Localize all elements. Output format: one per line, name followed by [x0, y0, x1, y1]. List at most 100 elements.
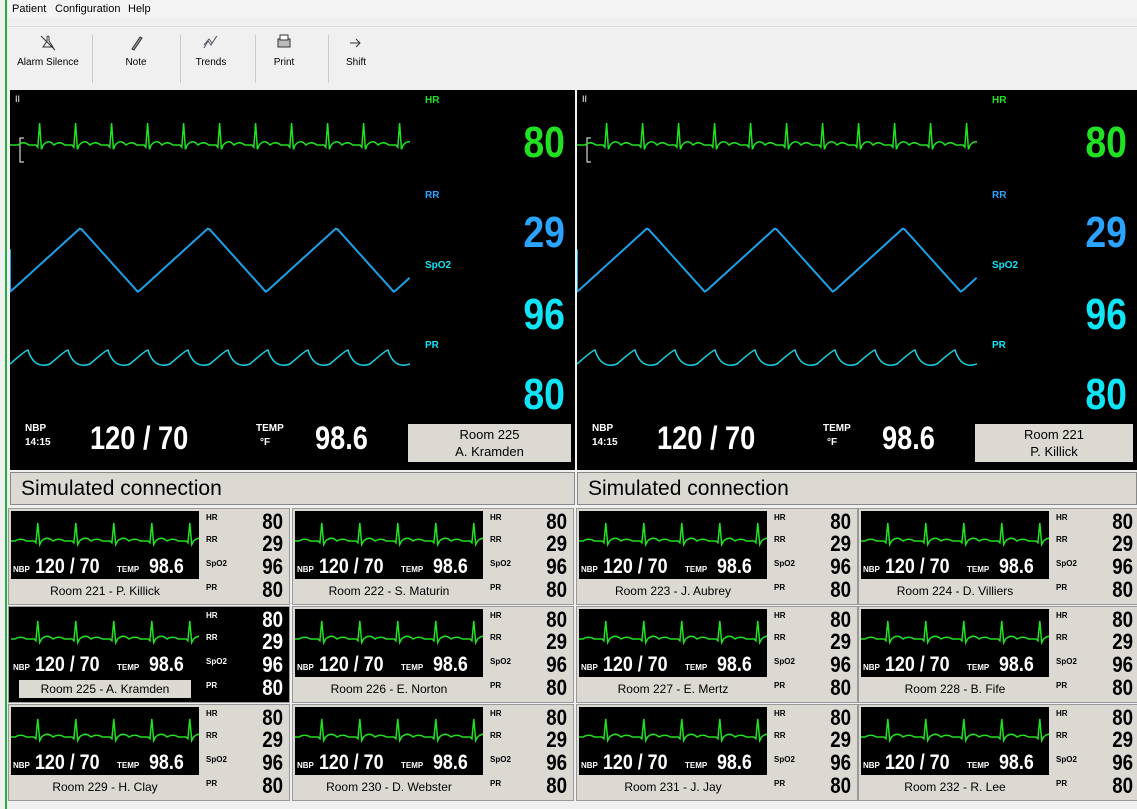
tile-temp-label: TEMP: [685, 565, 708, 574]
tile-rr-label: RR: [1056, 535, 1068, 544]
hr-label: HR: [425, 95, 440, 106]
tile-hr-value: 80: [1112, 705, 1133, 730]
menu-item[interactable]: Patient: [12, 3, 47, 15]
pleth-waveform: [10, 227, 410, 293]
tile-waveform-area: [295, 707, 483, 775]
patient-tile[interactable]: NBP 120 / 70 TEMP 98.6 Room 227 - E. Mertz HR…: [576, 606, 858, 703]
tile-waveform-area: [579, 609, 767, 677]
resp-trace: [577, 349, 977, 366]
tile-rr-value: 29: [262, 727, 283, 752]
tile-rr-label: RR: [490, 535, 502, 544]
tile-ecg-waveform: [295, 522, 483, 548]
rr-value: 29: [1085, 208, 1127, 257]
tile-waveform-area: [861, 707, 1049, 775]
tile-room: Room 229 - H. Clay: [52, 780, 158, 794]
tile-nbp-value: 120 / 70: [603, 751, 668, 774]
toolbar-button[interactable]: Trends: [171, 31, 251, 87]
patient-tile[interactable]: NBP 120 / 70 TEMP 98.6 Room 228 - B. Fife HR 8…: [858, 606, 1137, 703]
tile-ecg-waveform: [579, 522, 767, 548]
tile-pr-value: 80: [546, 675, 567, 700]
tile-hr-label: HR: [206, 513, 218, 522]
tile-hr-value: 80: [830, 607, 851, 632]
tile-spo2-value: 96: [546, 554, 567, 579]
toolbar-button[interactable]: Note: [96, 31, 176, 87]
pleth-waveform: [577, 227, 977, 293]
tile-hr-value: 80: [546, 705, 567, 730]
tile-ecg-trace: [11, 718, 199, 744]
tile-waveform-area: [295, 511, 483, 579]
toolbar-label: Trends: [195, 57, 227, 68]
tile-ecg-waveform: [861, 718, 1049, 744]
tile-nbp-label: NBP: [13, 663, 30, 672]
tile-spo2-label: SpO2: [774, 559, 795, 568]
tile-room: Room 221 - P. Killick: [50, 584, 160, 598]
spo2-value: 96: [1085, 290, 1127, 339]
tile-nbp-value: 120 / 70: [603, 555, 668, 578]
tile-nbp-label: NBP: [863, 565, 880, 574]
patient-tile[interactable]: NBP 120 / 70 TEMP 98.6 Room 226 - E. Norton H…: [292, 606, 574, 703]
tile-nbp-value: 120 / 70: [319, 555, 384, 578]
toolbar-icon: [350, 38, 361, 48]
tile-ecg-trace: [295, 522, 483, 548]
toolbar-button[interactable]: Alarm Silence: [8, 31, 88, 87]
tile-waveform-area: [11, 609, 199, 677]
toolbar-button[interactable]: Print: [244, 31, 324, 87]
tile-ecg-trace: [861, 620, 1049, 646]
menu-item[interactable]: Help: [128, 3, 151, 15]
toolbar-label: Shift: [345, 57, 366, 68]
tile-rr-value: 29: [262, 629, 283, 654]
patient-tile[interactable]: NBP 120 / 70 TEMP 98.6 Room 222 - S. Maturin…: [292, 508, 574, 605]
patient-tile[interactable]: NBP 120 / 70 TEMP 98.6 Room 224 - D. Villier…: [858, 508, 1137, 605]
patient-tile[interactable]: NBP 120 / 70 TEMP 98.6 Room 225 - A. Kramden…: [8, 606, 290, 703]
tile-waveform-area: [11, 707, 199, 775]
tile-nbp-label: NBP: [13, 565, 30, 574]
tile-pr-label: PR: [774, 681, 786, 690]
patient-tile[interactable]: NBP 120 / 70 TEMP 98.6 Room 232 - R. Lee HR 80…: [858, 704, 1137, 801]
window-edge: [5, 0, 7, 809]
tile-spo2-value: 96: [1112, 750, 1133, 775]
tile-spo2-label: SpO2: [774, 755, 795, 764]
patient-tile[interactable]: NBP 120 / 70 TEMP 98.6 Room 221 - P. Killick…: [8, 508, 290, 605]
tile-spo2-value: 96: [1112, 554, 1133, 579]
separator: [328, 35, 329, 83]
tile-spo2-label: SpO2: [774, 657, 795, 666]
tile-spo2-value: 96: [546, 652, 567, 677]
patient-tile[interactable]: NBP 120 / 70 TEMP 98.6 Room 223 - J. Aubrey H…: [576, 508, 858, 605]
tile-temp-value: 98.6: [149, 555, 184, 578]
tile-rr-label: RR: [206, 633, 218, 642]
tile-temp-label: TEMP: [117, 663, 140, 672]
tile-nbp-label: NBP: [863, 761, 880, 770]
nbp-value: 120 / 70: [90, 420, 189, 456]
tile-rr-label: RR: [774, 535, 786, 544]
patient-name: A. Kramden: [455, 444, 524, 459]
tile-temp-label: TEMP: [685, 761, 708, 770]
tile-spo2-label: SpO2: [206, 755, 227, 764]
toolbar-button[interactable]: Shift: [316, 31, 396, 87]
temp-unit: °F: [260, 437, 271, 448]
patient-tile[interactable]: NBP 120 / 70 TEMP 98.6 Room 229 - H. Clay HR 8…: [8, 704, 290, 801]
tile-temp-value: 98.6: [999, 653, 1034, 676]
tile-ecg-trace: [579, 620, 767, 646]
separator: [180, 35, 181, 83]
tile-spo2-label: SpO2: [206, 657, 227, 666]
tile-waveform-area: [11, 511, 199, 579]
tile-pr-value: 80: [830, 773, 851, 798]
patient-tile[interactable]: NBP 120 / 70 TEMP 98.6 Room 230 - D. Webster…: [292, 704, 574, 801]
tile-temp-label: TEMP: [967, 565, 990, 574]
tile-spo2-label: SpO2: [490, 755, 511, 764]
resp-waveform: [10, 349, 410, 366]
tile-pr-label: PR: [774, 583, 786, 592]
menu-item[interactable]: Configuration: [55, 3, 121, 15]
tile-rr-value: 29: [830, 629, 851, 654]
tile-spo2-value: 96: [262, 554, 283, 579]
tile-nbp-value: 120 / 70: [35, 751, 100, 774]
tile-temp-label: TEMP: [401, 663, 424, 672]
main-panel: II HR 80 RR 29 SpO2 96 PR 80 NBP 14:15 120 / 70 TEMP…: [10, 90, 575, 470]
room-number: Room 221: [1024, 427, 1084, 442]
room-box: Room 225 A. Kramden: [408, 424, 571, 462]
tile-temp-value: 98.6: [717, 555, 752, 578]
patient-tile[interactable]: NBP 120 / 70 TEMP 98.6 Room 231 - J. Jay HR 80…: [576, 704, 858, 801]
tile-temp-label: TEMP: [117, 565, 140, 574]
tile-temp-label: TEMP: [117, 761, 140, 770]
